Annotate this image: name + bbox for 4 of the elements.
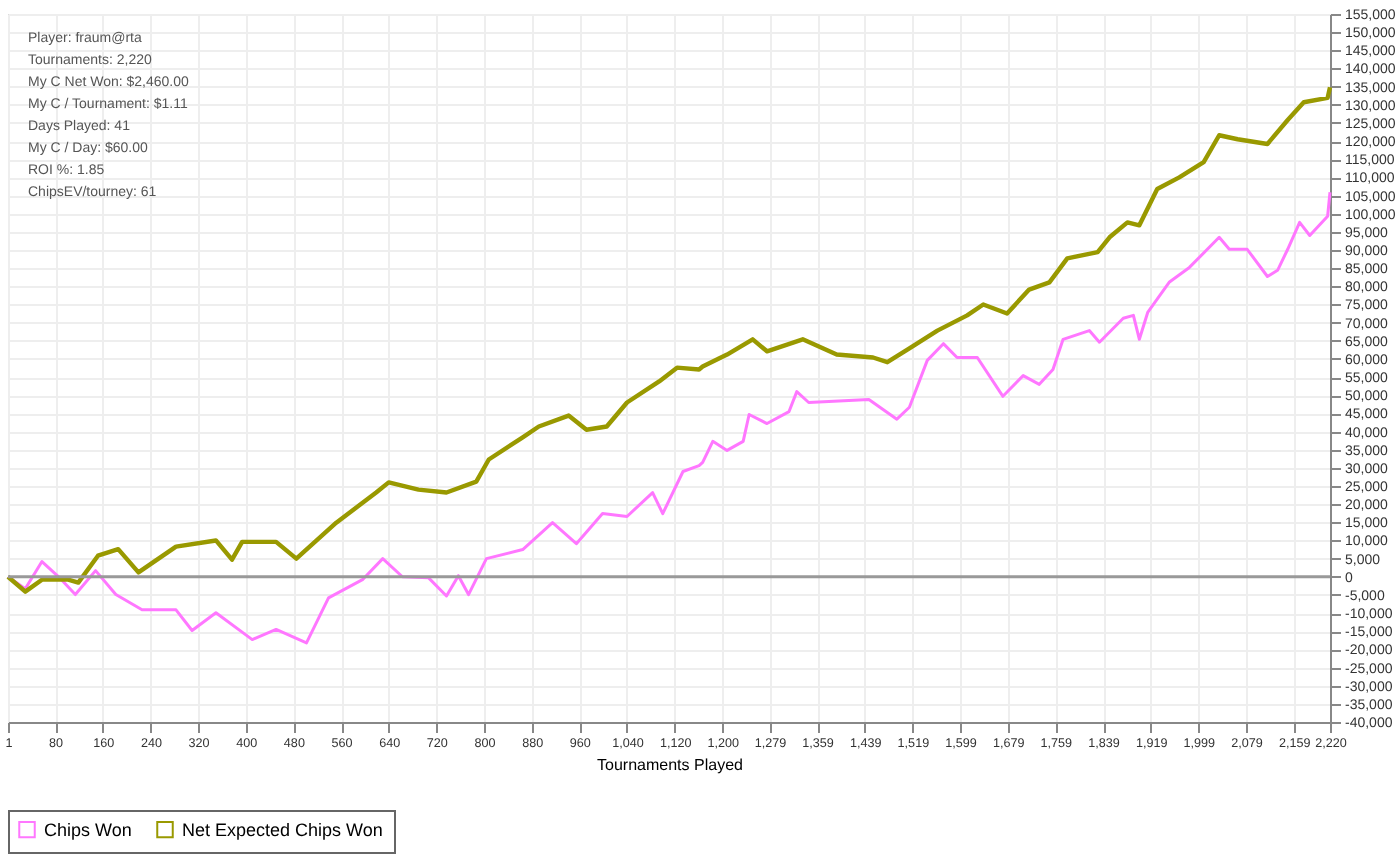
legend-label: Net Expected Chips Won (182, 819, 383, 840)
x-axis-title: Tournaments Played (597, 755, 743, 774)
line-series (5, 85, 1333, 594)
legend-label: Chips Won (44, 819, 132, 840)
